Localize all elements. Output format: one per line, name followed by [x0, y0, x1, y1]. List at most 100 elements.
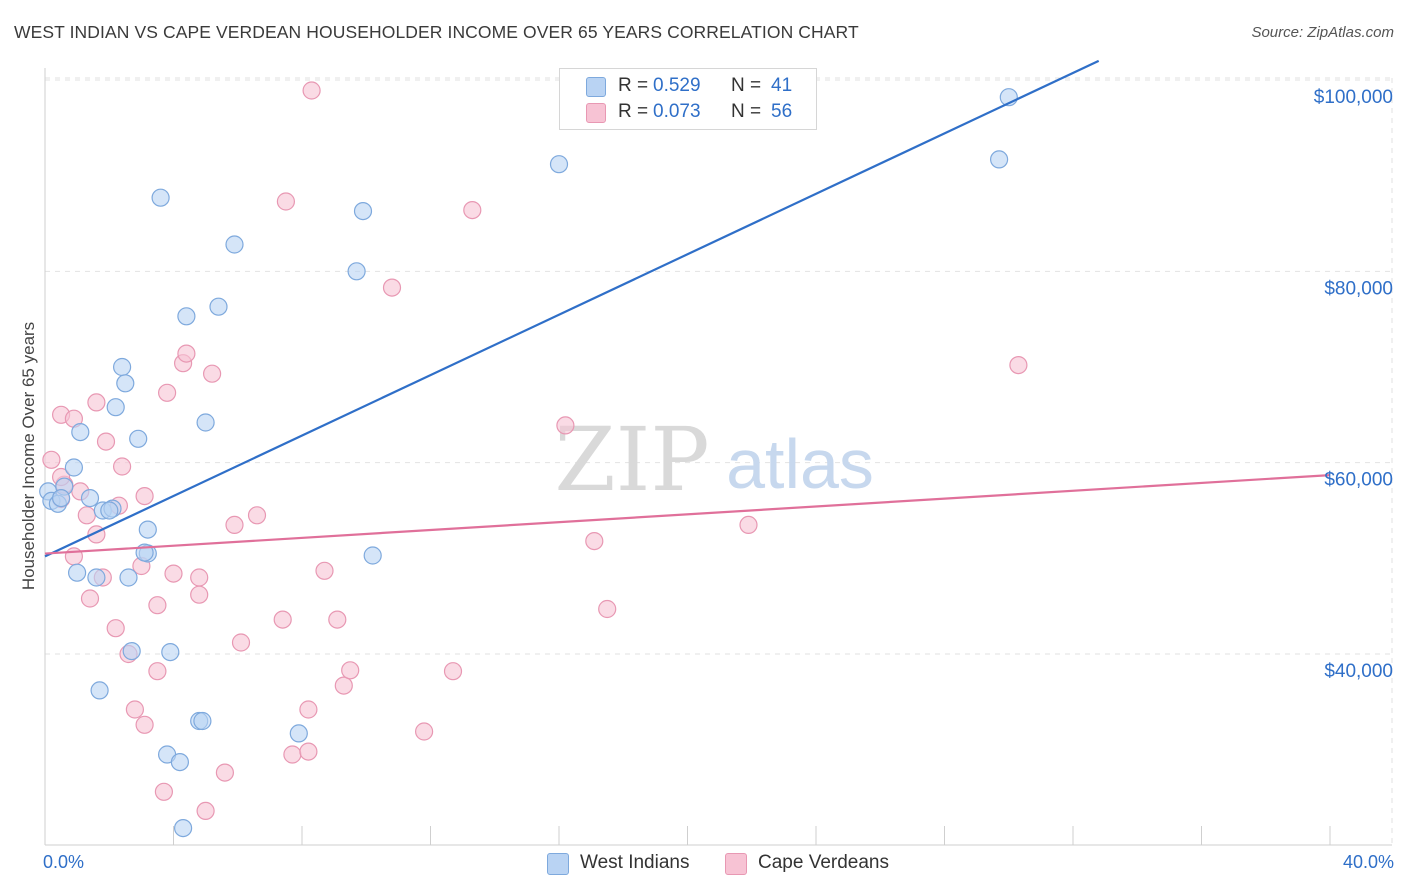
point-cape-verdeans: [299, 742, 318, 761]
y-tick-label: $40,000: [1324, 661, 1393, 682]
point-west-indians: [161, 642, 180, 662]
point-west-indians: [87, 568, 106, 587]
axes: [44, 68, 1392, 846]
legend-label: Cape Verdeans: [758, 852, 889, 873]
point-west-indians: [353, 202, 373, 221]
point-west-indians: [67, 563, 87, 582]
data-points: [39, 81, 1028, 838]
point-cape-verdeans: [87, 393, 106, 412]
point-cape-verdeans: [739, 515, 758, 535]
point-cape-verdeans: [77, 506, 96, 525]
point-cape-verdeans: [443, 662, 463, 681]
watermark: ZIP atlas: [554, 408, 874, 511]
trend-lines: [44, 59, 1331, 558]
point-west-indians: [71, 423, 90, 442]
point-cape-verdeans: [190, 568, 209, 587]
point-west-indians: [116, 374, 135, 393]
point-west-indians: [119, 568, 138, 587]
point-cape-verdeans: [164, 564, 183, 583]
point-west-indians: [112, 357, 132, 377]
x-tick-label-min: 0.0%: [43, 852, 85, 872]
point-cape-verdeans: [463, 201, 482, 220]
watermark-zip: ZIP: [554, 408, 709, 511]
series-legend: West Indians Cape Verdeans: [0, 850, 1406, 878]
point-west-indians: [80, 489, 100, 508]
point-west-indians: [549, 155, 569, 174]
n-label: N =: [731, 101, 762, 122]
y-tick-label: $80,000: [1324, 278, 1393, 299]
point-cape-verdeans: [106, 619, 125, 638]
point-west-indians: [90, 681, 109, 700]
r-label: R =: [618, 75, 649, 96]
point-west-indians: [100, 501, 119, 520]
n-label: N =: [731, 75, 762, 96]
point-west-indians: [64, 458, 84, 477]
point-cape-verdeans: [231, 633, 251, 652]
point-west-indians: [225, 235, 244, 254]
n-value: 41: [771, 75, 793, 96]
point-cape-verdeans: [158, 383, 177, 402]
trend-line-west-indians: [44, 59, 1100, 558]
point-cape-verdeans: [135, 487, 154, 506]
point-cape-verdeans: [225, 515, 244, 535]
point-west-indians: [51, 489, 71, 508]
point-west-indians: [193, 711, 212, 731]
y-tick-label: $60,000: [1324, 470, 1393, 491]
trend-line-cape-verdeans: [44, 474, 1331, 555]
point-west-indians: [289, 724, 308, 743]
point-west-indians: [151, 188, 170, 207]
point-west-indians: [129, 429, 148, 448]
point-west-indians: [347, 262, 366, 281]
point-cape-verdeans: [154, 782, 173, 801]
point-cape-verdeans: [177, 344, 196, 363]
point-west-indians: [363, 546, 382, 565]
point-cape-verdeans: [42, 450, 61, 469]
watermark-atlas: atlas: [726, 425, 874, 503]
point-cape-verdeans: [328, 610, 347, 629]
point-cape-verdeans: [334, 676, 353, 695]
legend-swatch-blue: [547, 853, 569, 875]
r-label: R =: [618, 101, 649, 122]
point-cape-verdeans: [382, 278, 402, 297]
point-cape-verdeans: [299, 700, 318, 719]
r-value: 0.073: [653, 101, 701, 122]
y-axis-title: Householder Income Over 65 years: [19, 322, 38, 590]
x-tick-label-max: 40.0%: [1342, 852, 1394, 872]
point-cape-verdeans: [196, 801, 215, 821]
point-cape-verdeans: [302, 81, 321, 100]
point-cape-verdeans: [148, 662, 167, 681]
point-west-indians: [209, 297, 228, 316]
axis-labels: $40,000 $60,000 $80,000 $100,000 Householder…: [19, 87, 1393, 682]
point-west-indians: [174, 818, 193, 838]
source-credit: Source: ZipAtlas.com: [1251, 24, 1394, 41]
point-cape-verdeans: [276, 192, 295, 211]
point-cape-verdeans: [190, 585, 209, 604]
point-cape-verdeans: [341, 661, 360, 680]
point-west-indians: [196, 413, 215, 432]
point-cape-verdeans: [315, 561, 334, 580]
point-cape-verdeans: [283, 745, 302, 764]
point-west-indians: [122, 641, 141, 661]
point-cape-verdeans: [556, 416, 575, 435]
point-cape-verdeans: [96, 432, 116, 451]
point-west-indians: [106, 398, 125, 417]
point-cape-verdeans: [203, 364, 222, 383]
point-cape-verdeans: [112, 457, 132, 476]
point-cape-verdeans: [135, 715, 154, 734]
point-cape-verdeans: [148, 596, 167, 615]
legend-swatch-blue: [586, 77, 606, 97]
legend-swatch-pink: [586, 103, 606, 123]
gridlines: [45, 77, 1393, 845]
r-value: 0.529: [653, 75, 701, 96]
point-cape-verdeans: [125, 700, 144, 719]
point-cape-verdeans: [247, 506, 267, 525]
y-tick-label: $100,000: [1314, 87, 1393, 108]
point-cape-verdeans: [215, 763, 234, 782]
point-cape-verdeans: [415, 722, 434, 741]
point-west-indians: [170, 752, 189, 772]
point-west-indians: [177, 307, 196, 326]
n-value: 56: [771, 101, 793, 122]
point-west-indians: [138, 520, 157, 539]
point-cape-verdeans: [80, 589, 100, 608]
